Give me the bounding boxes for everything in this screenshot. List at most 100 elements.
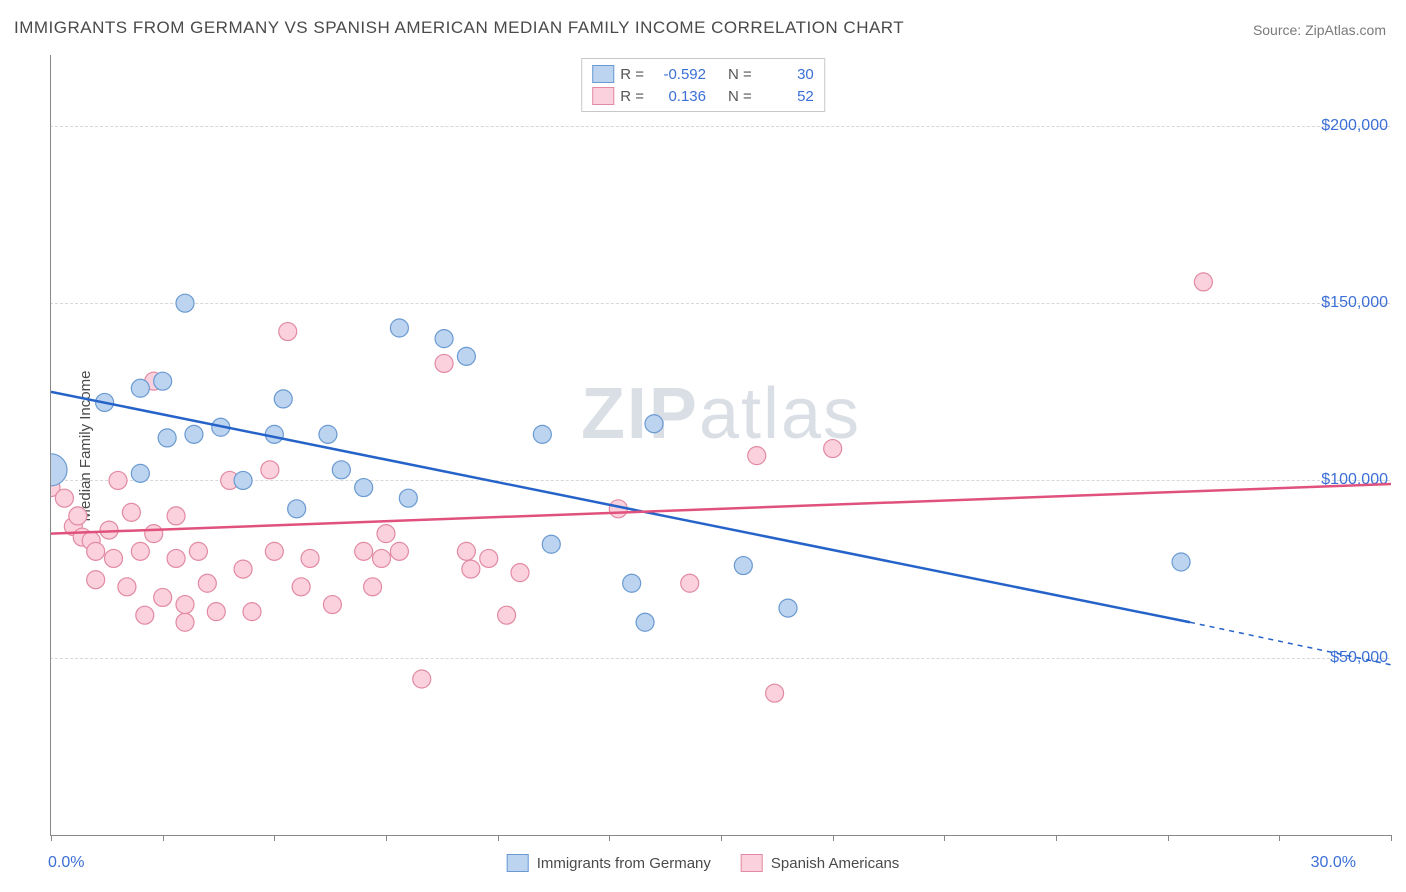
- legend-stats: R = -0.592 N = 30 R = 0.136 N = 52: [581, 58, 825, 112]
- data-point: [377, 525, 395, 543]
- data-point: [533, 425, 551, 443]
- data-point: [69, 507, 87, 525]
- data-point: [154, 372, 172, 390]
- data-point: [435, 330, 453, 348]
- data-point: [748, 447, 766, 465]
- data-point: [457, 542, 475, 560]
- data-point: [511, 564, 529, 582]
- legend-r-value-spanish: 0.136: [650, 88, 706, 105]
- data-point: [332, 461, 350, 479]
- data-point: [234, 560, 252, 578]
- data-point: [681, 574, 699, 592]
- regression-line: [51, 392, 1190, 622]
- source-attribution: Source: ZipAtlas.com: [1253, 22, 1386, 38]
- data-point: [766, 684, 784, 702]
- data-point: [261, 461, 279, 479]
- x-tick: [721, 835, 722, 841]
- x-tick: [833, 835, 834, 841]
- data-point: [265, 425, 283, 443]
- data-point: [457, 347, 475, 365]
- data-point: [167, 507, 185, 525]
- chart-svg: [51, 55, 1391, 835]
- data-point: [109, 471, 127, 489]
- x-tick: [163, 835, 164, 841]
- data-point: [55, 489, 73, 507]
- x-tick: [1168, 835, 1169, 841]
- data-point: [301, 549, 319, 567]
- x-tick: [1279, 835, 1280, 841]
- legend-item-germany: Immigrants from Germany: [507, 854, 711, 872]
- data-point: [323, 596, 341, 614]
- legend-swatch-germany-icon: [507, 854, 529, 872]
- data-point: [288, 500, 306, 518]
- data-point: [176, 596, 194, 614]
- data-point: [198, 574, 216, 592]
- data-point: [355, 542, 373, 560]
- legend-r-label: R =: [620, 88, 644, 105]
- x-axis-max-label: 30.0%: [1311, 854, 1356, 872]
- data-point: [390, 319, 408, 337]
- legend-stats-row-spanish: R = 0.136 N = 52: [592, 85, 814, 107]
- data-point: [243, 603, 261, 621]
- data-point: [390, 542, 408, 560]
- data-point: [176, 294, 194, 312]
- legend-series: Immigrants from Germany Spanish American…: [507, 854, 900, 872]
- data-point: [645, 415, 663, 433]
- data-point: [435, 354, 453, 372]
- data-point: [779, 599, 797, 617]
- legend-n-label: N =: [728, 66, 752, 83]
- data-point: [279, 323, 297, 341]
- legend-swatch-spanish: [592, 87, 614, 105]
- legend-r-label: R =: [620, 66, 644, 83]
- x-tick: [944, 835, 945, 841]
- legend-item-spanish: Spanish Americans: [741, 854, 899, 872]
- data-point: [355, 479, 373, 497]
- x-tick: [1391, 835, 1392, 841]
- legend-n-value-spanish: 52: [758, 88, 814, 105]
- data-point: [87, 542, 105, 560]
- data-point: [154, 588, 172, 606]
- regression-line-extrapolated: [1190, 622, 1391, 665]
- data-point: [1172, 553, 1190, 571]
- legend-n-value-germany: 30: [758, 66, 814, 83]
- data-point: [319, 425, 337, 443]
- legend-swatch-spanish-icon: [741, 854, 763, 872]
- data-point: [189, 542, 207, 560]
- data-point: [734, 557, 752, 575]
- data-point: [364, 578, 382, 596]
- x-tick: [386, 835, 387, 841]
- legend-label-germany: Immigrants from Germany: [537, 855, 711, 872]
- data-point: [131, 379, 149, 397]
- data-point: [145, 525, 163, 543]
- data-point: [462, 560, 480, 578]
- data-point: [480, 549, 498, 567]
- legend-n-label: N =: [728, 88, 752, 105]
- data-point: [176, 613, 194, 631]
- data-point: [136, 606, 154, 624]
- data-point: [498, 606, 516, 624]
- x-tick: [1056, 835, 1057, 841]
- chart-title: IMMIGRANTS FROM GERMANY VS SPANISH AMERI…: [14, 18, 904, 38]
- legend-stats-row-germany: R = -0.592 N = 30: [592, 63, 814, 85]
- data-point: [265, 542, 283, 560]
- legend-swatch-germany: [592, 65, 614, 83]
- data-point: [158, 429, 176, 447]
- data-point: [51, 454, 67, 486]
- data-point: [399, 489, 417, 507]
- x-tick: [609, 835, 610, 841]
- x-tick: [51, 835, 52, 841]
- data-point: [413, 670, 431, 688]
- data-point: [623, 574, 641, 592]
- data-point: [118, 578, 136, 596]
- legend-label-spanish: Spanish Americans: [771, 855, 899, 872]
- data-point: [167, 549, 185, 567]
- plot-area: ZIPatlas: [50, 55, 1391, 836]
- x-tick: [274, 835, 275, 841]
- data-point: [131, 542, 149, 560]
- data-point: [274, 390, 292, 408]
- data-point: [87, 571, 105, 589]
- data-point: [131, 464, 149, 482]
- data-point: [234, 471, 252, 489]
- data-point: [122, 503, 140, 521]
- legend-r-value-germany: -0.592: [650, 66, 706, 83]
